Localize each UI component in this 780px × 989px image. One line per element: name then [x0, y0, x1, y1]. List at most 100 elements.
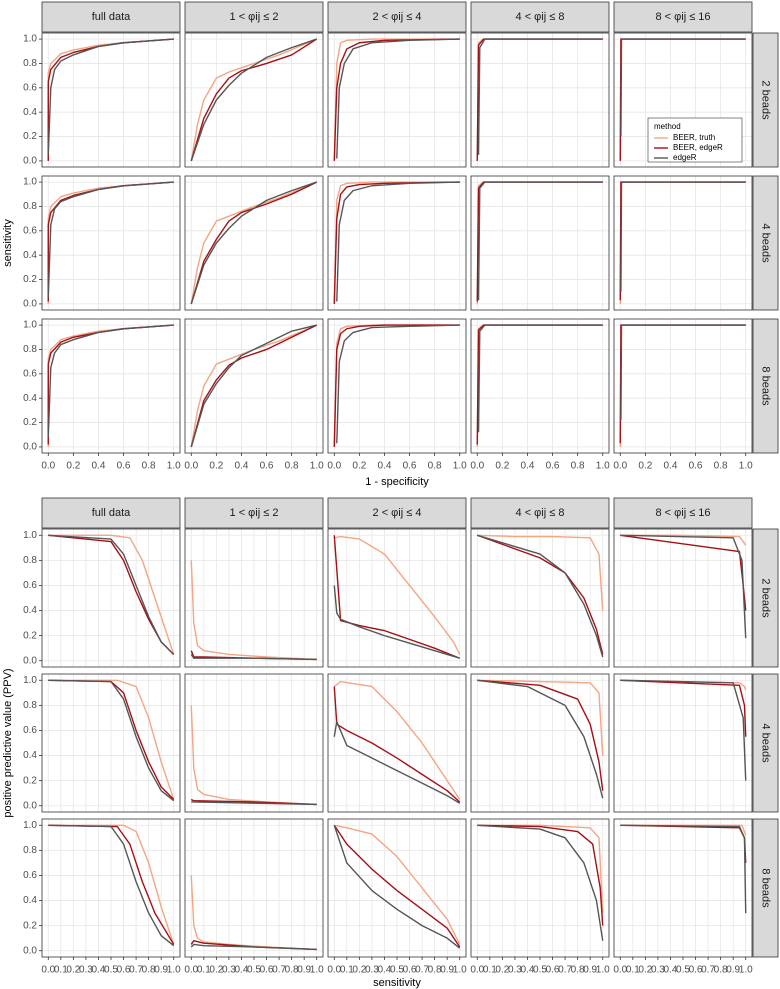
x-tick-label: 0.2 — [209, 461, 223, 472]
x-tick-label: 0.8 — [714, 461, 728, 472]
series-line — [333, 825, 461, 949]
strip — [752, 818, 779, 958]
x-tick-label: 0.4 — [235, 965, 249, 976]
x-tick-label: 0.7 — [701, 965, 715, 976]
x-tick-label: 0.6 — [403, 461, 417, 472]
panel-border — [613, 673, 753, 813]
x-tick-label: 0.4 — [235, 461, 249, 472]
x-tick-label: 0.6 — [689, 461, 703, 472]
series-line — [47, 38, 174, 155]
panel-border — [327, 673, 467, 813]
panel-border — [184, 32, 324, 168]
x-axis-title: sensitivity — [373, 977, 421, 989]
panel-border — [613, 175, 753, 311]
x-tick-label: 0.0 — [184, 965, 198, 976]
panel — [185, 319, 323, 453]
series-line — [477, 824, 604, 926]
series-line — [333, 38, 460, 161]
y-tick-label: 0.0 — [23, 442, 37, 453]
series-line — [477, 534, 604, 611]
y-tick-label: 0.2 — [23, 417, 37, 428]
strip — [327, 1, 467, 33]
y-tick-label: 0.4 — [23, 895, 37, 906]
series-line — [477, 534, 604, 655]
y-tick-label: 0.4 — [23, 750, 37, 761]
strip — [327, 497, 467, 529]
x-tick-label: 1.0 — [453, 965, 467, 976]
x-tick-label: 0.0 — [327, 965, 341, 976]
series-line — [48, 679, 175, 802]
strip — [184, 497, 324, 529]
x-tick-label: 0.1 — [483, 965, 497, 976]
x-tick-label: 0.6 — [689, 965, 703, 976]
x-tick-label: 0.4 — [378, 461, 392, 472]
y-tick-label: 1.0 — [23, 177, 37, 188]
series-line — [333, 181, 460, 304]
series-line — [333, 38, 460, 161]
y-tick-label: 0.4 — [23, 605, 37, 616]
series-line — [333, 324, 460, 447]
row-label: 8 beads — [760, 366, 772, 406]
panel-border — [613, 32, 753, 168]
column-label: 1 < φij ≤ 2 — [230, 11, 279, 23]
x-tick-label: 0.8 — [285, 965, 299, 976]
y-tick-label: 0.0 — [23, 299, 37, 310]
x-tick-label: 0.8 — [428, 461, 442, 472]
legend-label: BEER, truth — [673, 133, 715, 142]
row-label: 2 beads — [760, 80, 772, 120]
y-tick-label: 0.4 — [23, 250, 37, 261]
series-line — [190, 324, 317, 448]
x-tick-label: 1.0 — [739, 461, 753, 472]
series-line — [190, 181, 318, 305]
series-line — [190, 654, 317, 661]
panel-border — [184, 528, 324, 668]
x-tick-label: 0.0 — [613, 461, 627, 472]
panel — [328, 33, 466, 167]
series-line — [48, 824, 175, 945]
panel — [471, 33, 609, 167]
x-tick-label: 1.0 — [739, 965, 753, 976]
strip — [613, 1, 753, 33]
y-tick-label: 0.6 — [23, 580, 37, 591]
series-line — [48, 534, 175, 655]
y-tick-label: 0.0 — [23, 800, 37, 811]
x-tick-label: 0.6 — [117, 965, 131, 976]
series-line — [190, 181, 317, 305]
x-tick-label: 0.3 — [508, 965, 522, 976]
y-tick-label: 0.8 — [23, 344, 37, 355]
series-line — [190, 560, 317, 661]
series-line — [190, 38, 318, 162]
series-line — [620, 679, 747, 781]
series-line — [620, 181, 746, 292]
panel — [471, 176, 609, 310]
x-tick-label: 0.8 — [142, 461, 156, 472]
series-line — [620, 534, 747, 639]
column-label: 4 < φij ≤ 8 — [516, 507, 565, 519]
x-tick-label: 0.1 — [626, 965, 640, 976]
strip — [752, 673, 779, 813]
x-tick-label: 0.7 — [558, 965, 572, 976]
panel-border — [184, 318, 324, 454]
panel-border — [41, 673, 181, 813]
panel-border — [327, 528, 467, 668]
strip — [470, 1, 610, 33]
series-line — [336, 181, 460, 302]
y-tick-label: 0.2 — [23, 775, 37, 786]
series-line — [190, 181, 318, 305]
x-tick-label: 0.1 — [340, 965, 354, 976]
x-tick-label: 0.8 — [571, 965, 585, 976]
column-label: 8 < φij ≤ 16 — [655, 11, 710, 23]
strip — [752, 32, 779, 168]
series-line — [48, 824, 175, 947]
column-label: 4 < φij ≤ 8 — [516, 11, 565, 23]
x-tick-label: 0.3 — [651, 965, 665, 976]
row-label: 2 beads — [760, 578, 772, 618]
series-line — [47, 181, 174, 298]
series-line — [336, 324, 460, 444]
column-label: 2 < φij ≤ 4 — [373, 507, 422, 519]
row-label: 8 beads — [760, 868, 772, 908]
strip — [752, 175, 779, 311]
x-tick-label: 0.4 — [521, 461, 535, 472]
series-line — [477, 679, 604, 756]
legend-label: BEER, edgeR — [673, 143, 723, 152]
